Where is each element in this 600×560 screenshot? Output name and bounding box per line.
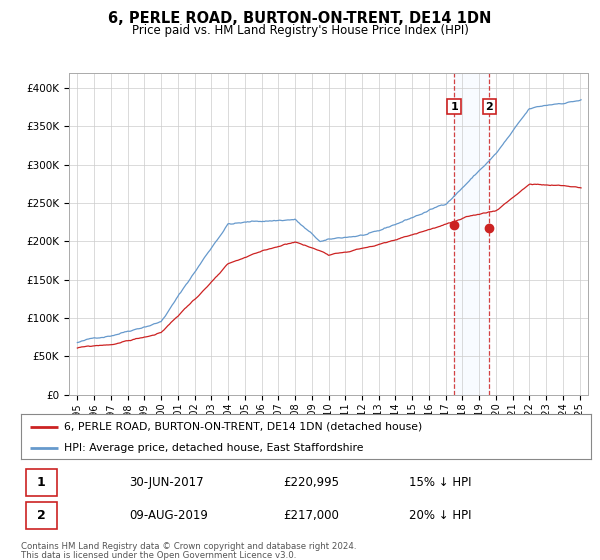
Text: 1: 1 (450, 101, 458, 111)
Text: 2: 2 (37, 508, 46, 522)
Text: 20% ↓ HPI: 20% ↓ HPI (409, 508, 471, 522)
Text: £217,000: £217,000 (283, 508, 339, 522)
Text: 30-JUN-2017: 30-JUN-2017 (130, 476, 204, 489)
Text: Contains HM Land Registry data © Crown copyright and database right 2024.: Contains HM Land Registry data © Crown c… (21, 542, 356, 550)
Text: HPI: Average price, detached house, East Staffordshire: HPI: Average price, detached house, East… (64, 443, 363, 453)
Text: Price paid vs. HM Land Registry's House Price Index (HPI): Price paid vs. HM Land Registry's House … (131, 24, 469, 36)
FancyBboxPatch shape (26, 469, 57, 496)
Text: This data is licensed under the Open Government Licence v3.0.: This data is licensed under the Open Gov… (21, 551, 296, 560)
Text: 6, PERLE ROAD, BURTON-ON-TRENT, DE14 1DN: 6, PERLE ROAD, BURTON-ON-TRENT, DE14 1DN (109, 11, 491, 26)
Text: 2: 2 (485, 101, 493, 111)
Text: £220,995: £220,995 (283, 476, 339, 489)
Text: 15% ↓ HPI: 15% ↓ HPI (409, 476, 471, 489)
Text: 6, PERLE ROAD, BURTON-ON-TRENT, DE14 1DN (detached house): 6, PERLE ROAD, BURTON-ON-TRENT, DE14 1DN… (64, 422, 422, 432)
FancyBboxPatch shape (26, 502, 57, 529)
Text: 1: 1 (37, 476, 46, 489)
Text: 09-AUG-2019: 09-AUG-2019 (130, 508, 208, 522)
Bar (454, 73, 489, 395)
